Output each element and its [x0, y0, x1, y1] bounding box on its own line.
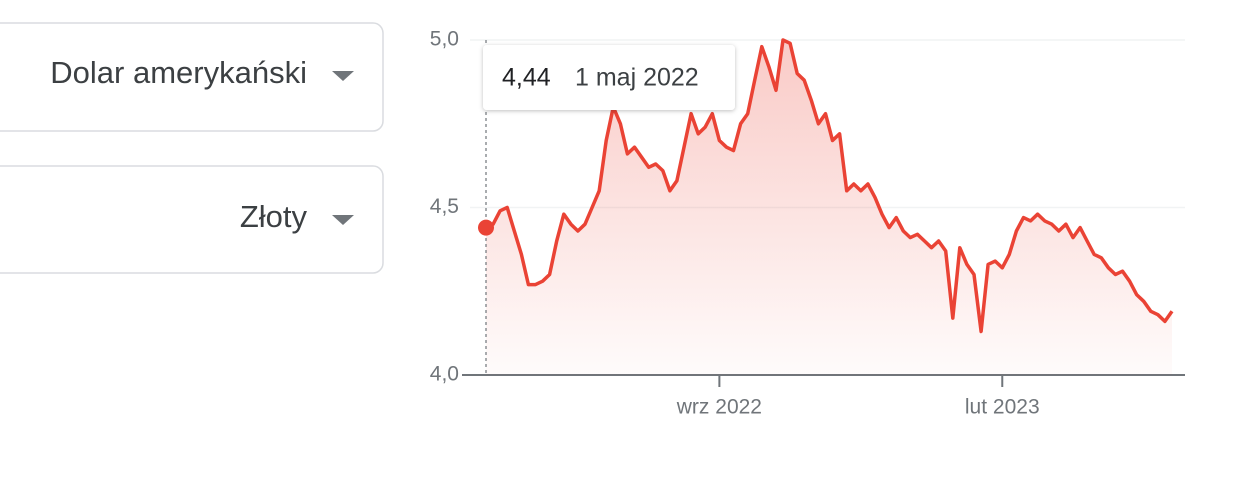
price-line [485, 38, 1174, 334]
selector-box[interactable] [0, 165, 384, 274]
x-tick-label: lut 2023 [965, 396, 1040, 419]
from-selector[interactable]: Dolar amerykański [0, 22, 384, 132]
tooltip: 4,44 1 maj 2022 [483, 45, 735, 110]
tooltip-box [483, 45, 735, 110]
selector-label: Dolar amerykański [50, 55, 307, 90]
y-tick-label: 4,0 [430, 363, 459, 386]
tooltip-value: 4,44 [502, 64, 551, 92]
y-tick-label: 5,0 [430, 28, 459, 51]
tooltip-date: 1 maj 2022 [575, 64, 699, 92]
y-tick-label: 4,5 [430, 195, 459, 218]
selector-label: Złoty [240, 199, 308, 234]
dropdown-arrow [332, 71, 354, 81]
hover-point [478, 219, 494, 236]
x-tick-label: wrz 2022 [676, 396, 762, 419]
selector-box[interactable] [0, 22, 384, 132]
chart: 4,0 4,5 5,0 wrz 2022 lut 2023 4,44 1 maj 2022 [430, 28, 1185, 419]
to-selector[interactable]: Złoty [0, 165, 384, 274]
dropdown-arrow [332, 215, 354, 225]
area-fill [486, 40, 1172, 375]
